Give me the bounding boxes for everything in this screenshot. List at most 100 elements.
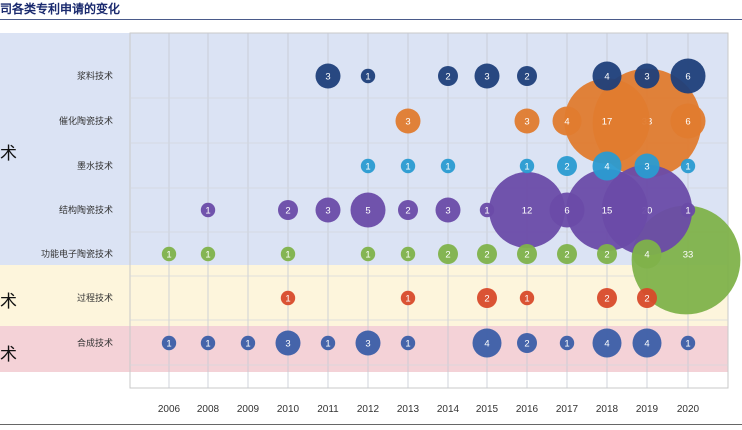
bubble <box>477 244 497 264</box>
year-label-2009: 2009 <box>237 404 260 415</box>
bubble-label: 1 <box>405 294 410 305</box>
bubble <box>472 328 502 358</box>
year-label-2016: 2016 <box>516 404 539 415</box>
bubble-label: 12 <box>522 206 533 217</box>
bubble <box>400 335 416 351</box>
bubble-label: 2 <box>405 206 410 217</box>
year-label-2012: 2012 <box>357 404 380 415</box>
bubble-label: 4 <box>484 339 489 350</box>
bubble <box>557 156 577 176</box>
bubble-label: 1 <box>205 339 210 350</box>
bubble <box>632 328 662 358</box>
bubble <box>395 108 421 134</box>
bubble <box>670 103 706 139</box>
bubble <box>398 200 418 220</box>
bubble <box>670 58 706 94</box>
bubble-label: 1 <box>564 339 569 350</box>
bubble <box>519 158 535 174</box>
bubble-label: 1 <box>524 162 529 173</box>
bubble-label: 3 <box>325 206 330 217</box>
bubble <box>400 158 416 174</box>
group-label-synthesis: 术 <box>0 345 17 365</box>
category-label: 合成技术 <box>77 337 113 349</box>
bubble-label: 2 <box>644 294 649 305</box>
category-label: 浆料技术 <box>77 70 113 82</box>
category-label: 过程技术 <box>77 292 113 304</box>
bubble-label: 6 <box>685 117 690 128</box>
bubble-label: 1 <box>445 162 450 173</box>
bubble-label: 1 <box>365 162 370 173</box>
bubble <box>592 151 622 181</box>
bubble <box>632 239 662 269</box>
bubble <box>514 108 540 134</box>
bubble-label: 33 <box>683 250 694 261</box>
bubble <box>474 63 500 89</box>
bubble-label: 6 <box>685 72 690 83</box>
bubble <box>315 197 341 223</box>
bubble <box>435 197 461 223</box>
bubble <box>680 335 696 351</box>
bubble-label: 2 <box>604 250 609 261</box>
bubble-label: 2 <box>524 339 529 350</box>
bubble-label: 1 <box>205 206 210 217</box>
bubbles: 3333201715126665444444433333333332222222… <box>161 58 741 358</box>
bubble-label: 3 <box>445 206 450 217</box>
bubble <box>634 153 660 179</box>
bubble <box>680 202 696 218</box>
bubble-label: 2 <box>484 250 489 261</box>
bubble-label: 3 <box>365 339 370 350</box>
year-label-2018: 2018 <box>596 404 619 415</box>
bubble-label: 1 <box>685 339 690 350</box>
bubble <box>519 290 535 306</box>
bubble <box>517 333 537 353</box>
bubble <box>438 244 458 264</box>
bubble <box>320 335 336 351</box>
bubble <box>200 335 216 351</box>
bubble-label: 4 <box>604 72 609 83</box>
year-label-2011: 2011 <box>317 404 339 415</box>
bubble-label: 2 <box>564 162 569 173</box>
bubble <box>360 246 376 262</box>
bubble <box>517 244 537 264</box>
bubble-label: 3 <box>524 117 529 128</box>
bubble-label: 15 <box>602 206 613 217</box>
bubble <box>360 68 376 84</box>
bubble <box>161 246 177 262</box>
bubble-label: 2 <box>524 72 529 83</box>
bubble-label: 1 <box>405 250 410 261</box>
year-label-2015: 2015 <box>476 404 499 415</box>
bubble-label: 2 <box>484 294 489 305</box>
category-label: 墨水技术 <box>77 160 113 172</box>
bubble-label: 1 <box>325 339 330 350</box>
bubble <box>564 78 650 164</box>
bubble-label: 17 <box>602 117 613 128</box>
bubble-label: 3 <box>285 339 290 350</box>
bubble <box>517 66 537 86</box>
bubble <box>278 200 298 220</box>
year-label-2006: 2006 <box>158 404 181 415</box>
bubble <box>592 328 622 358</box>
bubble-label: 2 <box>445 72 450 83</box>
group-label-process: 术 <box>0 292 17 312</box>
bubble <box>637 288 657 308</box>
bubble-label: 1 <box>484 206 489 217</box>
bubble-label: 3 <box>484 72 489 83</box>
bubble-label: 1 <box>685 162 690 173</box>
bubble <box>360 158 376 174</box>
bubble-label: 3 <box>405 117 410 128</box>
bubble-label: 1 <box>166 339 171 350</box>
bubble <box>557 244 577 264</box>
year-label-2008: 2008 <box>197 404 220 415</box>
bubble-label: 3 <box>644 162 649 173</box>
bubble <box>566 169 648 251</box>
bubble <box>200 202 216 218</box>
bubble <box>161 335 177 351</box>
bubble-label: 2 <box>604 294 609 305</box>
bubble-label: 1 <box>405 162 410 173</box>
bubble <box>592 61 622 91</box>
category-label: 功能电子陶瓷技术 <box>41 248 113 260</box>
bubble <box>280 290 296 306</box>
bubble <box>680 158 696 174</box>
